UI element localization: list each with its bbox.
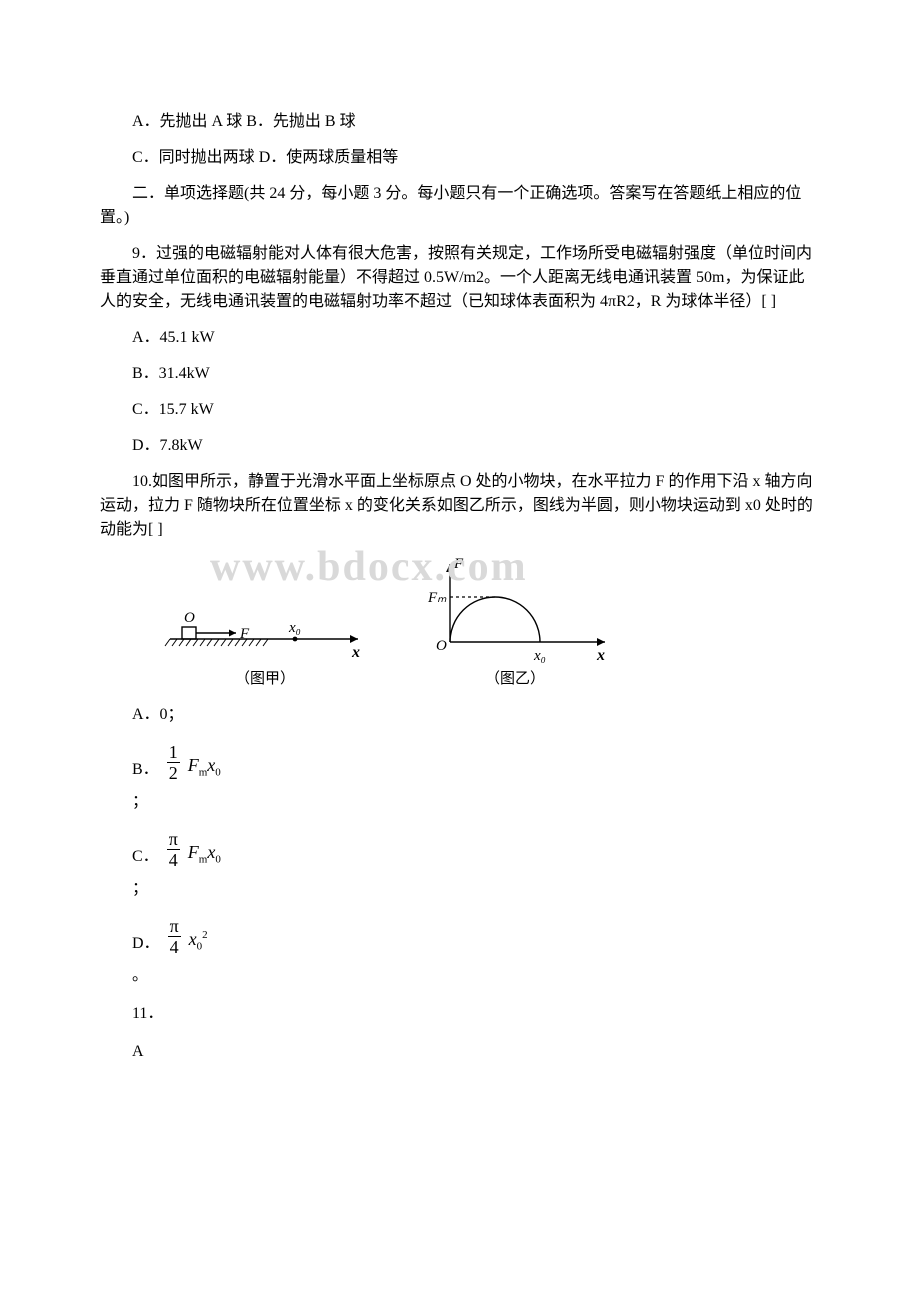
figure-row: O Fx₀ x （图甲） O F Fₘ x₀ x （图乙）	[160, 554, 820, 691]
q10-optA: A．0；	[100, 703, 820, 727]
figures-wrapper: www.bdocx.com OFx₀x （图甲） OFFₘx₀x （图乙）	[100, 554, 820, 691]
q11-optA: A	[132, 1040, 820, 1064]
q8-optD: D．使两球质量相等	[259, 149, 399, 166]
fig2-caption: （图乙）	[485, 668, 545, 691]
q9-optB: B．31.4kW	[100, 362, 820, 386]
q10-optC-frac: π 4	[167, 830, 180, 869]
q10-stem: 10.如图甲所示，静置于光滑水平面上坐标原点 O 处的小物块，在水平拉力 F 的…	[100, 470, 820, 542]
q10-optD: D． π 4 x02	[132, 917, 820, 956]
q9-stem: 9．过强的电磁辐射能对人体有很大危害，按照有关规定，工作场所受电磁辐射强度（单位…	[100, 242, 820, 314]
q10-optB-label: B．	[132, 758, 159, 782]
svg-text:x₀: x₀	[533, 648, 546, 664]
figure-jia: O Fx₀ x （图甲）	[160, 594, 370, 691]
q10-optD-label: D．	[132, 932, 160, 956]
q8-optC: C．同时抛出两球	[132, 149, 255, 166]
q10-optB-rest: Fmx0	[188, 752, 221, 781]
q8-optB: B．先抛出 B 球	[246, 113, 355, 130]
svg-text:Fₘ: Fₘ	[427, 590, 447, 606]
section2-intro: 二．单项选择题(共 24 分，每小题 3 分。每小题只有一个正确选项。答案写在答…	[100, 182, 820, 230]
q10-optB: B． 1 2 Fmx0	[132, 743, 820, 782]
svg-text:F: F	[453, 556, 464, 572]
q9-optC: C．15.7 kW	[100, 398, 820, 422]
q10-optC-label: C．	[132, 845, 159, 869]
q10-optC-punct: ；	[132, 877, 820, 901]
q10-optB-punct: ；	[132, 790, 820, 814]
q10-optC: C． π 4 Fmx0	[132, 830, 820, 869]
fig1-caption: （图甲）	[235, 668, 295, 691]
q9-optD: D．7.8kW	[100, 434, 820, 458]
svg-text:x: x	[596, 647, 605, 664]
q10-optD-frac: π 4	[168, 917, 181, 956]
svg-text:F: F	[239, 626, 250, 642]
q8-option-line-ab: A．先抛出 A 球 B．先抛出 B 球	[100, 110, 820, 134]
svg-text:O: O	[184, 610, 195, 626]
figure-yi: O F Fₘ x₀ x （图乙）	[410, 554, 620, 691]
svg-text:x: x	[351, 644, 360, 661]
svg-text:x₀: x₀	[288, 620, 301, 636]
svg-text:O: O	[436, 638, 447, 654]
q10-optD-punct: 。	[132, 964, 820, 988]
fig1-svg: O Fx₀ x	[160, 594, 370, 664]
q8-option-line-cd: C．同时抛出两球 D．使两球质量相等	[100, 146, 820, 170]
q8-optA: A．先抛出 A 球	[132, 113, 242, 130]
q11-num: 11．	[132, 1002, 820, 1026]
q10-optC-rest: Fmx0	[188, 839, 221, 868]
q10-optD-rest: x02	[189, 926, 208, 955]
q9-optA: A．45.1 kW	[100, 326, 820, 350]
q10-optB-frac: 1 2	[167, 743, 180, 782]
fig2-svg: O F Fₘ x₀ x	[410, 554, 620, 664]
